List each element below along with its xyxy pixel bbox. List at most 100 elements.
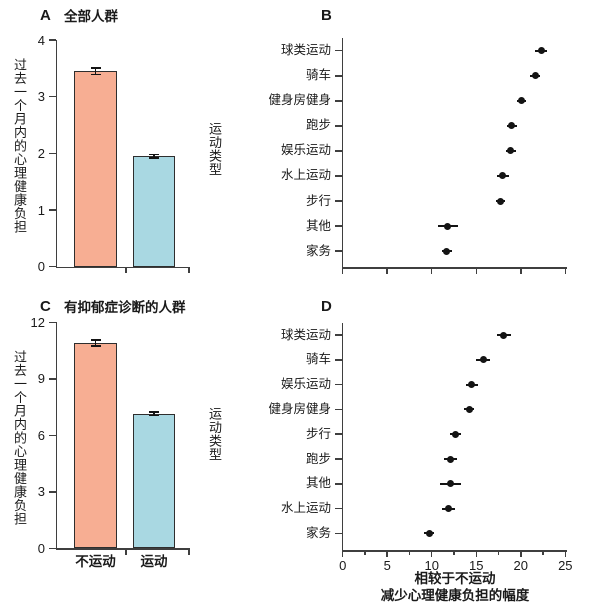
panel-d-y-axis-label: 运动类型 [207,407,222,461]
category-label: 水上运动 [280,501,331,516]
x-minor-tick [408,551,411,555]
x-tick [520,551,522,557]
dot [531,72,539,80]
category-tick [334,100,342,102]
x-axis-line [55,266,190,269]
category-label: 健身房健身 [268,401,331,416]
category-label: 娱乐运动 [280,143,331,158]
y-axis-line [341,323,343,550]
bar-error-line [94,340,97,347]
x-category-label: 运动 [140,554,168,569]
x-minor-tick [542,551,544,555]
x-tick [188,268,190,274]
panel-a-label: A [40,7,51,24]
x-tick [430,551,433,557]
category-tick [334,200,342,202]
y-tick-label: 9 [37,371,45,387]
category-tick [334,75,342,77]
category-tick [334,334,342,336]
dot [518,97,526,105]
category-label: 水上运动 [280,168,331,183]
category-label: 球类运动 [280,43,331,58]
dot [507,147,515,155]
x-tick-label: 0 [339,558,347,573]
y-tick-label: 6 [37,427,45,443]
y-tick-label: 12 [30,314,45,330]
x-tick [564,268,567,274]
dot [445,505,453,513]
category-label: 家务 [305,525,331,540]
x-category-label: 不运动 [75,554,116,569]
panel-c-label: C [40,298,51,315]
y-axis-line [341,38,343,267]
panel-a-title: 全部人群 [64,9,118,24]
category-tick [334,532,342,535]
bar-error-cap-bottom [149,414,159,417]
x-tick-label: 20 [513,558,528,573]
x-tick [188,549,190,555]
y-tick [49,547,56,550]
dot [425,529,433,537]
bar [74,71,117,267]
category-label: 步行 [305,193,331,208]
category-label: 跑步 [305,118,331,133]
y-tick [49,209,56,211]
x-minor-tick [453,551,455,555]
category-tick [334,507,342,510]
x-axis-line [341,267,567,269]
category-tick [334,250,342,252]
category-tick [334,408,342,411]
panel-d-x-axis-label-line2: 减少心理健康负担的幅度 [380,587,530,603]
panel-d-x-axis-label: 相较于不运动 减少心理健康负担的幅度 [330,571,580,605]
dot [446,480,454,488]
x-tick [564,551,567,557]
category-label: 步行 [305,426,331,441]
x-minor-tick [364,551,366,555]
category-label: 其他 [305,218,331,233]
category-label: 健身房健身 [268,93,331,108]
x-tick [475,551,477,557]
category-tick [334,150,342,152]
y-tick-label: 4 [37,32,45,48]
bar-error-cap-top [149,153,159,156]
x-minor-tick [497,551,500,555]
y-tick-label: 0 [37,540,45,556]
y-tick-label: 0 [37,259,45,275]
dot [465,405,473,413]
x-tick [386,551,388,557]
y-tick [49,95,56,98]
dot [446,455,454,463]
x-tick [125,268,127,274]
y-axis-line [55,322,57,549]
x-tick [430,268,433,274]
category-tick [334,483,342,485]
x-tick [475,268,477,274]
y-tick-label: 3 [37,89,45,105]
category-label: 跑步 [305,451,331,466]
dot [500,331,508,339]
y-tick-label: 2 [37,145,45,161]
category-tick [334,175,342,177]
category-label: 骑车 [305,68,331,83]
x-tick-label: 10 [424,558,439,573]
y-tick-label: 1 [37,202,45,218]
bar [133,156,175,267]
y-tick-label: 3 [37,484,45,500]
panel-b-label: B [321,7,332,24]
category-label: 骑车 [305,352,331,367]
dot [468,381,476,389]
bar-error-line [153,154,155,158]
dot [452,430,460,438]
y-tick [49,434,56,437]
y-axis-line [55,40,57,267]
x-tick-label: 5 [383,558,391,573]
bar [133,413,175,549]
x-tick-label: 15 [469,558,484,573]
panel-a-y-axis-label: 过去一个月内的心理健康负担 [12,58,27,234]
bar-error-line [94,67,97,75]
panel-c-title: 有抑郁症诊断的人群 [64,300,186,315]
dot [444,222,452,230]
bar-error-cap-top [90,67,101,69]
panel-b-y-axis-label: 运动类型 [207,122,222,176]
x-tick [520,268,522,274]
